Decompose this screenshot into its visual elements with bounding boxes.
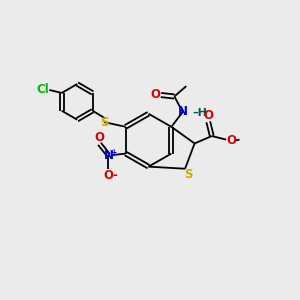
Text: N: N	[103, 148, 113, 162]
Text: –H: –H	[192, 108, 207, 118]
Text: O: O	[151, 88, 160, 100]
Text: O: O	[203, 109, 213, 122]
Text: Cl: Cl	[36, 82, 49, 96]
Text: S: S	[184, 168, 193, 181]
Text: O: O	[226, 134, 236, 147]
Text: S: S	[100, 116, 108, 129]
Text: O: O	[94, 131, 104, 144]
Text: O: O	[103, 169, 113, 182]
Text: N: N	[178, 106, 188, 118]
Text: -: -	[112, 169, 117, 182]
Text: +: +	[111, 148, 117, 157]
